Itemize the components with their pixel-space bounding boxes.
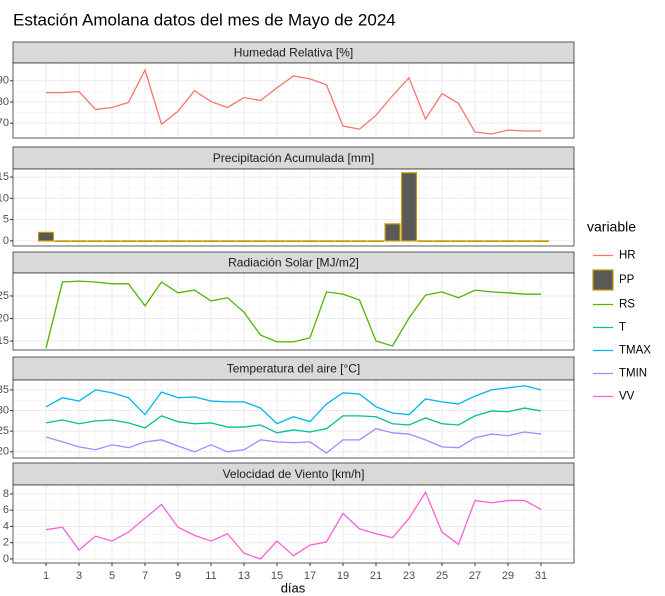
y-tick-label: 0 <box>3 235 9 247</box>
y-tick-label: 6 <box>3 504 9 516</box>
legend-label: PP <box>619 274 635 286</box>
y-tick-label: 90 <box>0 75 9 87</box>
bar <box>136 240 154 242</box>
legend-label: HR <box>619 250 636 262</box>
y-tick-label: 20 <box>0 446 9 458</box>
y-tick-label: 35 <box>0 384 9 396</box>
panel-border <box>12 379 575 459</box>
x-tick-label: 7 <box>142 570 148 582</box>
bar <box>70 240 88 242</box>
x-axis-title: días <box>281 580 306 595</box>
bar <box>153 240 170 242</box>
y-tick-label: 20 <box>0 312 9 324</box>
bar <box>450 240 467 242</box>
strip-label: Temperatura del aire [°C] <box>227 362 361 376</box>
bar <box>318 240 335 242</box>
x-tick-label: 15 <box>271 570 283 582</box>
line <box>46 68 541 135</box>
bar <box>499 240 517 242</box>
bar <box>516 240 533 242</box>
line <box>45 280 541 349</box>
x-tick-label: 25 <box>436 570 448 582</box>
strip-label: Radiación Solar [MJ/m2] <box>228 256 359 270</box>
y-tick-label: 2 <box>3 537 9 549</box>
bar <box>54 240 71 242</box>
y-tick-label: 8 <box>3 488 9 500</box>
bar <box>417 240 434 242</box>
x-tick-label: 27 <box>469 570 481 582</box>
y-tick-label: 25 <box>0 290 9 302</box>
legend-label: RS <box>619 299 635 311</box>
line <box>45 427 542 454</box>
legend-label: TMAX <box>619 345 651 357</box>
line <box>45 385 542 425</box>
bar <box>252 240 269 242</box>
y-tick-label: 15 <box>0 171 9 183</box>
bar <box>169 240 187 242</box>
panel-border <box>12 484 575 564</box>
y-tick-label: 15 <box>0 335 9 347</box>
legend-label: VV <box>619 391 635 403</box>
bar <box>103 240 121 242</box>
line <box>45 490 542 560</box>
panel-border <box>12 272 575 351</box>
bar <box>87 240 104 242</box>
bar <box>384 223 401 242</box>
x-tick-label: 19 <box>337 570 349 582</box>
bar <box>532 240 550 242</box>
strip-label: Precipitación Acumulada [mm] <box>213 151 374 165</box>
bar <box>301 240 319 242</box>
line <box>45 407 542 434</box>
y-tick-label: 5 <box>3 214 9 226</box>
y-tick-label: 10 <box>0 192 9 204</box>
y-tick-label: 80 <box>0 96 9 108</box>
x-tick-label: 9 <box>175 570 181 582</box>
legend-label: TMIN <box>619 368 647 380</box>
x-tick-label: 23 <box>403 570 415 582</box>
bar <box>466 240 484 242</box>
y-tick-label: 0 <box>3 553 9 565</box>
x-tick-label: 11 <box>205 570 216 582</box>
legend-title: variable <box>587 219 636 235</box>
strip-label: Humedad Relativa [%] <box>234 46 353 60</box>
bar <box>334 240 352 242</box>
bar <box>120 240 137 242</box>
x-tick-label: 29 <box>502 570 514 582</box>
bar <box>202 240 220 242</box>
y-tick-label: 70 <box>0 117 9 129</box>
x-tick-label: 13 <box>238 570 250 582</box>
x-tick-label: 5 <box>109 570 115 582</box>
panel-border <box>12 168 575 247</box>
bar <box>285 240 302 242</box>
bar <box>433 240 451 242</box>
bar <box>483 240 500 242</box>
y-tick-label: 30 <box>0 404 9 416</box>
x-tick-label: 17 <box>304 570 316 582</box>
bar <box>186 240 203 242</box>
y-tick-label: 25 <box>0 425 9 437</box>
x-tick-label: 21 <box>370 570 382 582</box>
strip-label: Velocidad de Viento [km/h] <box>223 467 365 481</box>
bar <box>400 172 418 242</box>
bar <box>351 240 368 242</box>
legend-label: T <box>619 322 626 334</box>
legend-key <box>592 269 614 291</box>
bar <box>367 240 385 242</box>
bar <box>235 240 253 242</box>
x-tick-label: 31 <box>535 570 547 582</box>
y-tick-label: 4 <box>3 520 9 532</box>
x-tick-label: 3 <box>76 570 82 582</box>
x-tick-label: 1 <box>43 570 49 582</box>
chart-title: Estación Amolana datos del mes de Mayo d… <box>13 10 396 29</box>
panel-border <box>12 62 575 139</box>
bar <box>37 231 55 242</box>
bar <box>268 240 286 242</box>
bar <box>219 240 236 242</box>
